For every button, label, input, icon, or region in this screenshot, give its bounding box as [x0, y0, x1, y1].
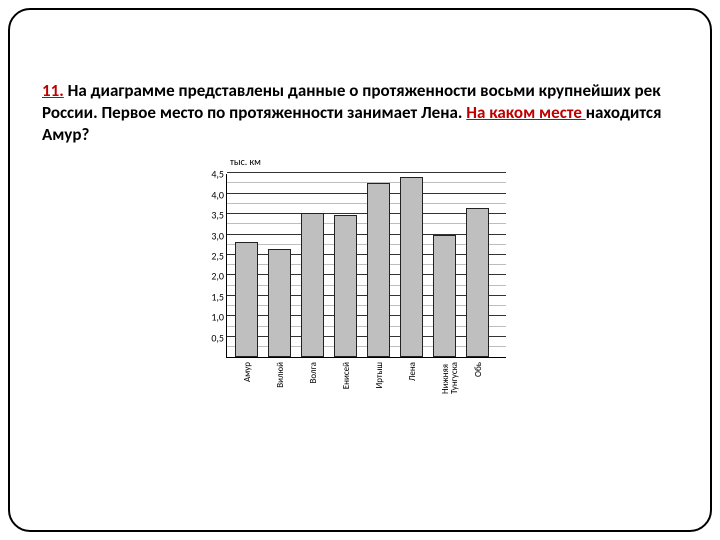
question-text: 11. На диаграмме представлены данные о п…	[42, 80, 678, 145]
bar	[367, 183, 390, 357]
chart-container: тыс. км 4,5 4,0 3,5 3,0 2,5 2,0 1,5 1,0 0,5 Амур В…	[194, 155, 526, 430]
x-tick-label: Нижняя Тунгуска	[441, 362, 460, 394]
x-tick-label: Иртыш	[375, 362, 384, 389]
bar	[400, 177, 423, 357]
y-tick-label: 2,0	[194, 270, 224, 283]
y-tick-label: 2,5	[194, 250, 224, 263]
plot-area	[226, 174, 506, 358]
y-tick-label: 0,5	[194, 331, 224, 344]
bar-chart: 4,5 4,0 3,5 3,0 2,5 2,0 1,5 1,0 0,5 Амур Вилюй Волг…	[194, 170, 526, 430]
question-underlined: На каком месте	[466, 102, 586, 123]
bar	[466, 208, 489, 357]
bar	[334, 215, 357, 358]
x-tick-label: Лена	[408, 362, 417, 381]
x-tick-label: Вилюй	[276, 362, 285, 388]
question-number: 11.	[42, 80, 64, 101]
bar	[301, 213, 324, 357]
x-tick-label: Енисей	[342, 362, 351, 389]
y-tick-label: 4,0	[194, 188, 224, 201]
y-tick-label: 3,0	[194, 229, 224, 242]
gridline-major	[227, 172, 506, 173]
bar	[268, 249, 291, 357]
x-tick-label: Амур	[243, 362, 252, 382]
x-tick-label: Волга	[309, 362, 318, 383]
y-tick-label: 1,0	[194, 311, 224, 324]
slide-frame: 11. На диаграмме представлены данные о п…	[8, 8, 712, 532]
bar	[433, 235, 456, 357]
x-tick-label: Обь	[474, 362, 483, 377]
y-tick-label: 4,5	[194, 168, 224, 181]
bar	[235, 242, 258, 357]
y-axis-title: тыс. км	[230, 155, 526, 168]
y-tick-label: 3,5	[194, 209, 224, 222]
y-tick-label: 1,5	[194, 290, 224, 303]
